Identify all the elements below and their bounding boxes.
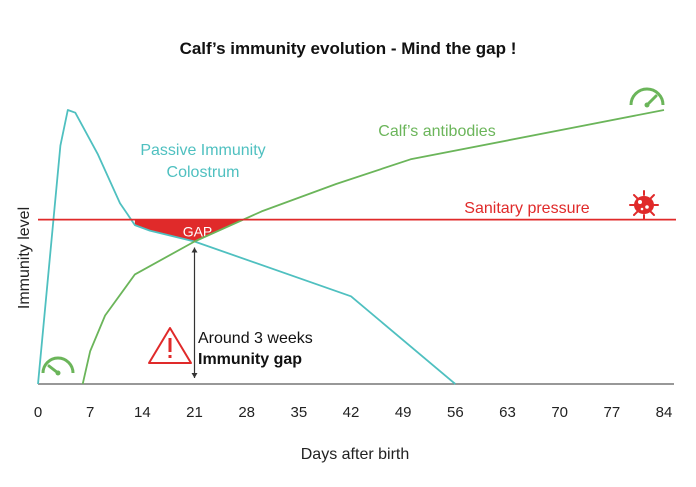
x-tick-label: 0 — [34, 404, 42, 421]
gap-arrow-head-bottom — [191, 373, 198, 378]
gap-arrow — [191, 247, 198, 378]
x-tick-label: 21 — [186, 404, 203, 421]
gauge-low-icon — [41, 356, 75, 376]
passive-immunity-line — [37, 109, 456, 385]
gap-area — [134, 219, 255, 242]
x-tick-label: 49 — [395, 404, 412, 421]
x-tick-label: 56 — [447, 404, 464, 421]
gap-note-duration: Around 3 weeks — [198, 330, 313, 347]
x-tick-label: 14 — [134, 404, 151, 421]
gap-layer: GAP — [134, 219, 255, 242]
gauge-high-icon — [629, 87, 665, 108]
y-axis-label: Immunity level — [16, 207, 33, 309]
x-tick-label: 63 — [499, 404, 516, 421]
x-tick-label: 77 — [603, 404, 620, 421]
calf-antibodies-line — [81, 109, 665, 385]
x-tick-label: 42 — [343, 404, 360, 421]
series-label-passive-immunity: Passive Immunity — [140, 142, 265, 159]
gap-note-title: Immunity gap — [198, 351, 302, 368]
x-tick-label: 7 — [86, 404, 94, 421]
series-label-colostrum: Colostrum — [167, 164, 240, 181]
gap-arrow-head-top — [191, 247, 198, 253]
x-axis-label: Days after birth — [301, 446, 409, 463]
x-tick-label: 28 — [238, 404, 255, 421]
x-tick-label: 84 — [656, 404, 673, 421]
chart-title: Calf’s immunity evolution - Mind the gap… — [180, 39, 517, 58]
gap-label: GAP — [183, 224, 213, 240]
series-layer — [37, 109, 676, 385]
series-label-sanitary-pressure: Sanitary pressure — [464, 200, 589, 217]
bacteria-icon — [629, 190, 659, 220]
series-label-calf-antibodies: Calf’s antibodies — [378, 123, 495, 140]
x-tick-label: 35 — [290, 404, 307, 421]
x-tick-label: 70 — [551, 404, 568, 421]
x-axis-ticks: 0 7 14 21 28 35 42 49 56 63 70 77 84 — [34, 404, 673, 421]
warning-triangle-icon — [148, 327, 192, 364]
